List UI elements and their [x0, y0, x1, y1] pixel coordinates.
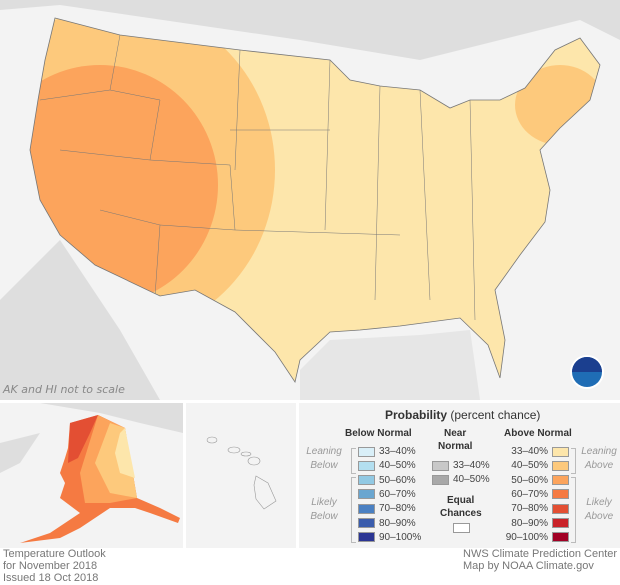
legend-row-below: 80–90% [358, 518, 416, 529]
issue-date: Issued 18 Oct 2018 [3, 572, 99, 584]
legend-swatch [358, 489, 375, 500]
leaning-below-label: Leaning Below [306, 446, 342, 471]
legend-row-above: 70–80% [511, 503, 569, 514]
legend-swatch [552, 446, 569, 457]
near-normal-header-1: Near [444, 428, 467, 439]
legend-swatch [358, 503, 375, 514]
legend-label: 90–100% [505, 531, 548, 543]
legend-label: 50–60% [379, 474, 416, 486]
legend-swatch [358, 532, 375, 543]
legend-row-near: 33–40% [432, 460, 490, 471]
legend-row-below: 40–50% [358, 460, 416, 471]
hawaii-inset [186, 403, 296, 548]
legend-row-below: 90–100% [358, 532, 421, 543]
legend-row-above: 80–90% [511, 518, 569, 529]
outlook-period: for November 2018 [3, 560, 98, 572]
above-normal-header: Above Normal [504, 428, 572, 439]
likely-below-label: Likely Below [310, 497, 338, 522]
below-normal-header: Below Normal [345, 428, 412, 439]
legend-label: 80–90% [511, 517, 548, 529]
leaning-above-label: Leaning Above [581, 446, 617, 471]
likely-above-label: Likely Above [584, 497, 614, 522]
alaska-inset [0, 403, 183, 548]
equal-chances-swatch [453, 523, 470, 533]
outlook-title: Temperature Outlook [3, 548, 106, 560]
legend-label: 33–40% [511, 446, 548, 457]
legend-label: 40–50% [453, 474, 490, 486]
legend-swatch [358, 475, 375, 486]
legend-swatch [552, 532, 569, 543]
legend-label: 80–90% [379, 517, 416, 529]
legend-label: 33–40% [379, 446, 416, 457]
legend-swatch [552, 475, 569, 486]
equal-chances-label-2: Chances [440, 508, 482, 519]
legend-swatch [552, 460, 569, 471]
legend-swatch [552, 489, 569, 500]
legend-label: 60–70% [379, 488, 416, 500]
noaa-logo [570, 355, 604, 389]
probability-legend: Probability (percent chance) Below Norma… [299, 403, 620, 548]
legend-swatch [432, 460, 449, 471]
legend-row-above: 33–40% [511, 446, 569, 457]
legend-title: Probability [385, 408, 448, 422]
legend-row-above: 40–50% [511, 460, 569, 471]
legend-label: 70–80% [511, 503, 548, 515]
legend-label: 40–50% [511, 460, 548, 472]
footer-right: NWS Climate Prediction Center Map by NOA… [463, 548, 617, 572]
legend-row-near: 40–50% [432, 474, 490, 485]
footer-left: Temperature Outlook for November 2018 Is… [3, 548, 106, 584]
legend-swatch [358, 460, 375, 471]
legend-label: 50–60% [511, 474, 548, 486]
legend-label: 70–80% [379, 503, 416, 515]
legend-row-above: 50–60% [511, 475, 569, 486]
legend-label: 33–40% [453, 460, 490, 471]
legend-row-above: 60–70% [511, 489, 569, 500]
legend-swatch [552, 503, 569, 514]
legend-swatch [552, 518, 569, 528]
legend-row-below: 60–70% [358, 489, 416, 500]
legend-label: 40–50% [379, 460, 416, 472]
legend-subtitle: (percent chance) [450, 408, 541, 422]
legend-swatch [358, 518, 375, 528]
legend-row-below: 33–40% [358, 446, 416, 457]
scale-note: AK and HI not to scale [3, 383, 125, 396]
legend-label: 90–100% [379, 531, 422, 543]
conus-map: AK and HI not to scale [0, 0, 620, 400]
legend-row-above: 90–100% [506, 532, 569, 543]
equal-chances-label-1: Equal [447, 495, 475, 506]
legend-swatch [432, 474, 449, 485]
legend-swatch [358, 446, 375, 457]
legend-row-below: 70–80% [358, 503, 416, 514]
map-credit: Map by NOAA Climate.gov [463, 560, 594, 572]
near-normal-header-2: Normal [438, 441, 473, 452]
legend-row-below: 50–60% [358, 475, 416, 486]
legend-label: 60–70% [511, 488, 548, 500]
source-credit: NWS Climate Prediction Center [463, 548, 618, 560]
